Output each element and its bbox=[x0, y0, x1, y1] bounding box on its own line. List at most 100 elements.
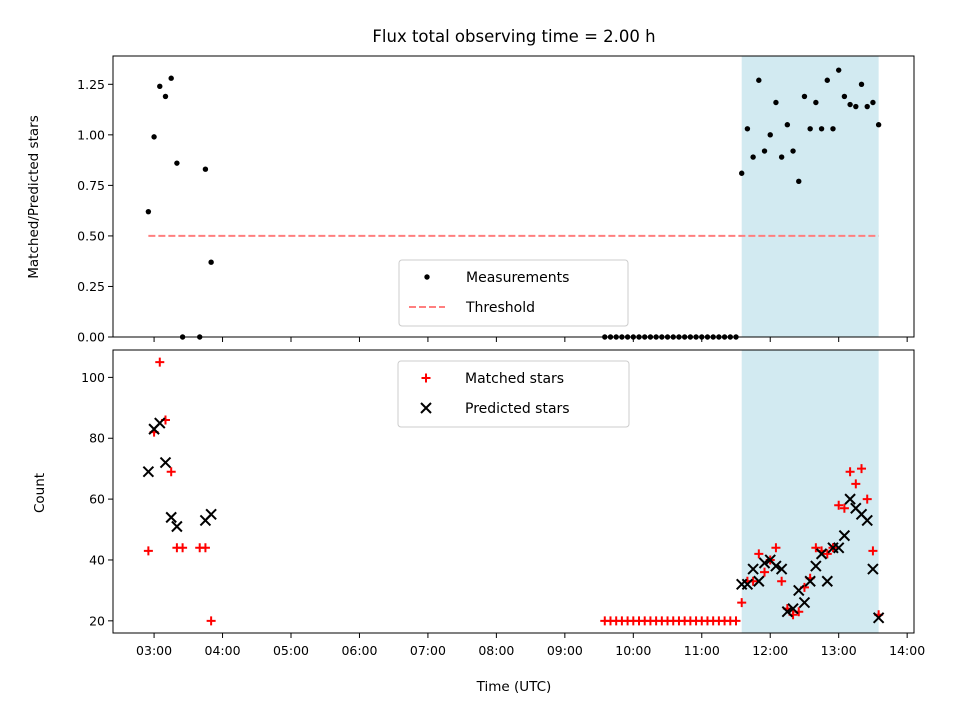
highlight-band bbox=[741, 56, 879, 337]
measurementspoint bbox=[870, 99, 876, 106]
top-y-axis-label: Matched/Predicted stars bbox=[26, 115, 42, 278]
y-tick-label: 0.25 bbox=[77, 279, 105, 294]
y-tick-label: 60 bbox=[89, 492, 105, 507]
predicted-starspoint bbox=[810, 560, 822, 572]
measurementspoint bbox=[830, 126, 836, 132]
axes-frame bbox=[112, 55, 915, 338]
matched-starspoint bbox=[851, 479, 861, 489]
matched-starspoint bbox=[834, 500, 844, 510]
matched-starspoint bbox=[143, 546, 153, 556]
measurementspoint bbox=[824, 77, 830, 83]
y-tick-label: 1.00 bbox=[77, 127, 105, 142]
measurementspoint bbox=[796, 178, 802, 185]
predicted-starspoint bbox=[747, 563, 759, 575]
matched-starspoint bbox=[731, 616, 741, 626]
predicted-starspoint bbox=[171, 520, 183, 533]
measurementspoint bbox=[208, 259, 214, 265]
y-tick-label: 100 bbox=[81, 370, 105, 385]
measurementspoint bbox=[202, 166, 209, 172]
matched-starspoint bbox=[868, 546, 878, 556]
measurementspoint bbox=[847, 101, 853, 108]
legend-marker bbox=[420, 402, 432, 414]
measurementspoint bbox=[162, 93, 169, 100]
x-tick-label: 07:00 bbox=[410, 643, 446, 658]
measurementspoint bbox=[801, 93, 808, 100]
y-tick-label: 0.50 bbox=[77, 228, 105, 243]
predicted-starspoint bbox=[775, 563, 788, 575]
x-tick-label: 05:00 bbox=[273, 643, 309, 658]
matched-starspoint bbox=[845, 467, 855, 477]
predicted-starspoint bbox=[872, 612, 885, 624]
matched-starspoint bbox=[811, 543, 821, 553]
highlight-band bbox=[741, 350, 879, 633]
bottom-panel: 20 40 60 80 100 03:00 04:00 05:00 06:00 07:00 08:0… bbox=[81, 349, 925, 658]
measurementspoint bbox=[790, 148, 796, 154]
matched-starspoint bbox=[760, 567, 770, 577]
matched-starspoint bbox=[737, 598, 747, 608]
measurementspoint bbox=[853, 103, 859, 110]
matched-starspoint bbox=[178, 543, 188, 553]
predicted-starspoint bbox=[821, 575, 833, 587]
predicted-starspoint bbox=[867, 563, 879, 575]
predicted-starspoint bbox=[798, 596, 811, 609]
legend-label: Matched stars bbox=[465, 371, 564, 387]
measurementspoint bbox=[174, 160, 180, 166]
measurementspoint bbox=[807, 126, 813, 132]
measurementspoint bbox=[773, 99, 779, 106]
x-tick-label: 08:00 bbox=[478, 643, 514, 658]
x-tick-label: 04:00 bbox=[205, 643, 241, 658]
matched-starspoint bbox=[155, 357, 165, 367]
measurementspoint bbox=[841, 93, 848, 100]
matched-starspoint bbox=[200, 543, 210, 553]
predicted-starspoint bbox=[770, 560, 782, 572]
matched-starspoint bbox=[206, 616, 216, 626]
predicted-starspoint bbox=[787, 602, 799, 615]
predicted-starspoint bbox=[781, 605, 794, 618]
y-tick-label: 0.75 bbox=[77, 178, 105, 193]
measurementspoint bbox=[761, 148, 768, 154]
matched-starspoint bbox=[857, 464, 867, 474]
x-tick-label: 10:00 bbox=[615, 643, 651, 658]
legend-label: Threshold bbox=[465, 300, 535, 316]
measurementspoint bbox=[744, 126, 751, 132]
matched-starspoint bbox=[166, 467, 176, 477]
measurementspoint bbox=[157, 83, 163, 90]
measurementspoint bbox=[778, 154, 785, 160]
chart-title: Flux total observing time = 2.00 h bbox=[372, 27, 655, 46]
matched-starspoint bbox=[771, 543, 781, 553]
x-tick-label: 06:00 bbox=[341, 643, 377, 658]
legend-label: Predicted stars bbox=[465, 401, 570, 417]
x-tick-label: 03:00 bbox=[136, 643, 172, 658]
predicted-starspoint bbox=[142, 466, 155, 478]
axes-frame bbox=[112, 349, 915, 634]
predicted-starspoint bbox=[861, 514, 873, 527]
matched-starspoint bbox=[777, 576, 787, 586]
legend-marker bbox=[421, 373, 431, 383]
legend-box bbox=[398, 259, 629, 327]
measurementspoint bbox=[784, 122, 791, 128]
matched-starspoint bbox=[839, 503, 849, 513]
measurementspoint bbox=[168, 75, 174, 81]
predicted-starspoint bbox=[804, 575, 816, 587]
y-tick-label: 1.25 bbox=[77, 77, 105, 92]
x-tick-label: 12:00 bbox=[752, 643, 788, 658]
bottom-y-axis-label: Count bbox=[32, 473, 48, 513]
legend-marker bbox=[424, 274, 430, 280]
predicted-starspoint bbox=[793, 584, 805, 597]
measurementspoint bbox=[858, 81, 865, 88]
matched-starspoint bbox=[822, 549, 832, 559]
x-tick-label: 09:00 bbox=[547, 643, 583, 658]
predicted-starspoint bbox=[838, 529, 851, 542]
predicted-starspoint bbox=[844, 493, 856, 505]
predicted-starspoint bbox=[753, 575, 765, 587]
predicted-starspoint bbox=[159, 456, 172, 469]
predicted-starspoint bbox=[205, 508, 217, 521]
measurementspoint bbox=[145, 208, 152, 215]
x-axis-label: Time (UTC) bbox=[476, 679, 552, 695]
measurementspoint bbox=[818, 126, 825, 132]
matched-starspoint bbox=[754, 549, 764, 559]
y-tick-label: 80 bbox=[89, 431, 105, 446]
x-tick-label: 14:00 bbox=[889, 643, 925, 658]
y-tick-label: 40 bbox=[89, 552, 105, 567]
